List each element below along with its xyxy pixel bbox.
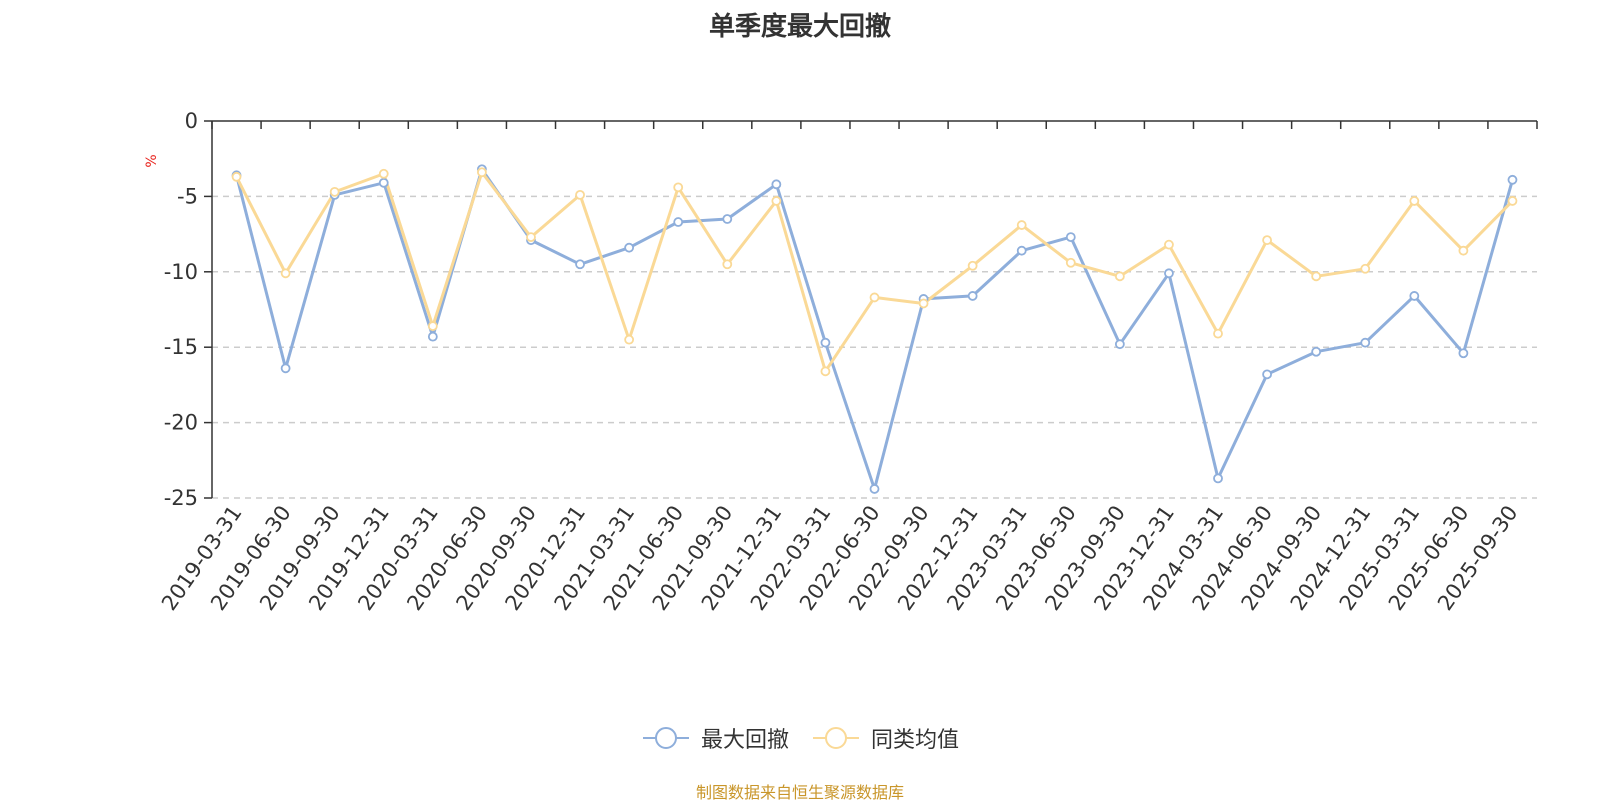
data-point-series-2 [427, 321, 438, 331]
data-point-series-2 [1311, 271, 1322, 282]
data-point-series-1 [1360, 337, 1371, 348]
data-point-series-1 [967, 291, 978, 301]
data-point-series-2 [918, 298, 929, 309]
legend-line-circle-icon [813, 727, 859, 749]
data-point-series-1 [624, 242, 635, 253]
data-point-series-2 [526, 232, 536, 243]
data-point-series-1 [820, 337, 831, 348]
data-point-series-2 [477, 167, 487, 178]
data-point-series-1 [1213, 473, 1223, 484]
legend-label: 同类均值 [871, 728, 960, 753]
data-point-series-2 [329, 186, 340, 197]
data-point-series-1 [673, 217, 684, 227]
legend-item-max-drawdown[interactable]: 最大回撤 [641, 722, 789, 754]
data-point-series-2 [1360, 263, 1371, 274]
data-point-series-2 [1016, 220, 1027, 230]
data-point-series-1 [1114, 339, 1125, 350]
data-point-series-1 [1065, 232, 1076, 243]
data-point-series-1 [575, 259, 585, 270]
data-point-series-1 [1458, 348, 1469, 359]
data-point-series-1 [1016, 245, 1027, 256]
y-axis-unit: % [144, 154, 160, 167]
data-point-series-1 [378, 177, 389, 188]
data-point-series-1 [1409, 291, 1420, 301]
data-point-series-2 [673, 182, 684, 193]
y-tick-label: -25 [164, 486, 198, 510]
data-point-series-1 [1262, 369, 1272, 380]
data-point-series-2 [967, 260, 978, 271]
data-point-series-2 [869, 292, 880, 303]
data-point-series-2 [1164, 239, 1174, 250]
chart-title: 单季度最大回撤 [708, 12, 891, 42]
data-point-series-2 [820, 366, 831, 377]
y-tick-label: -10 [164, 260, 198, 284]
data-point-series-1 [1507, 174, 1518, 185]
data-point-series-2 [1213, 328, 1223, 339]
data-point-series-1 [771, 179, 782, 190]
data-point-series-2 [378, 168, 389, 179]
legend-label: 最大回撤 [700, 728, 789, 753]
data-point-series-2 [624, 334, 635, 345]
series-line-1 [235, 167, 1514, 491]
data-point-series-2 [575, 189, 585, 200]
data-point-series-2 [1458, 245, 1469, 256]
y-tick-label: -20 [164, 411, 198, 435]
data-point-series-1 [869, 484, 880, 494]
legend-item-peer-average[interactable]: 同类均值 [811, 722, 959, 754]
data-point-series-2 [771, 196, 782, 206]
y-tick-label: 0 [185, 109, 198, 133]
data-point-series-2 [1114, 271, 1125, 282]
data-points [231, 164, 1518, 494]
series-lines [235, 167, 1514, 491]
data-point-series-2 [280, 268, 291, 279]
data-point-series-1 [280, 363, 291, 374]
data-point-series-1 [1311, 346, 1322, 357]
data-point-series-2 [722, 259, 733, 270]
data-point-series-2 [1409, 196, 1420, 206]
data-point-series-2 [1507, 196, 1518, 206]
legend: 最大回撤 同类均值 [0, 722, 1600, 754]
axes: 0-5-10-15-20-252019-03-312019-06-302019-… [157, 109, 1538, 615]
legend-line-circle-icon [642, 727, 689, 749]
data-point-series-2 [1262, 235, 1272, 246]
data-point-series-1 [1164, 268, 1174, 279]
data-point-series-1 [722, 214, 733, 224]
data-point-series-2 [231, 171, 242, 182]
source-note: 制图数据来自恒生聚源数据库 [695, 783, 904, 802]
data-point-series-1 [427, 331, 438, 342]
y-tick-label: -5 [177, 184, 198, 208]
data-point-series-2 [1065, 257, 1076, 268]
y-tick-label: -15 [164, 335, 198, 359]
